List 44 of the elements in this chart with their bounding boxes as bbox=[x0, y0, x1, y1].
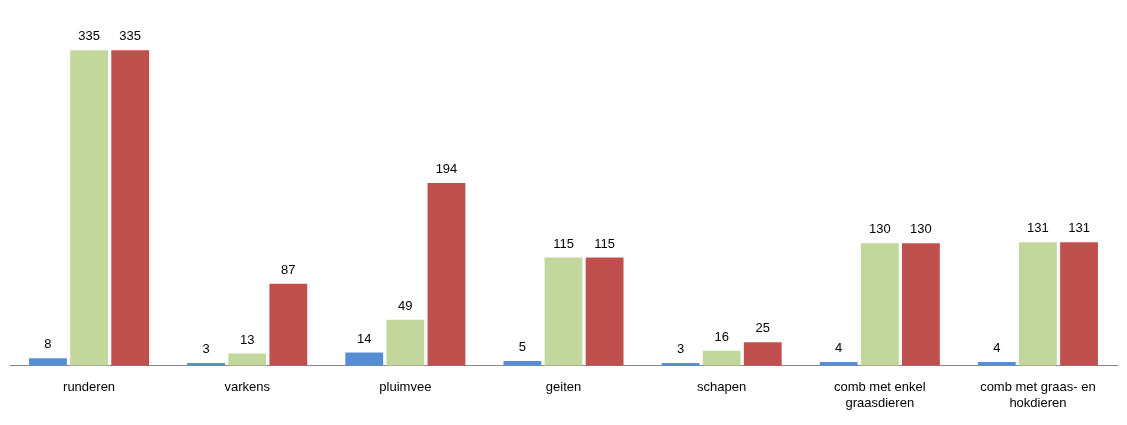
data-label: 16 bbox=[714, 328, 729, 344]
x-tick-label: schapen bbox=[697, 379, 747, 395]
data-label: 4 bbox=[835, 340, 843, 356]
x-tick-label: comb met enkel graasdieren bbox=[833, 379, 926, 410]
data-label: 3 bbox=[202, 341, 210, 357]
bar bbox=[702, 350, 741, 366]
data-label: 194 bbox=[435, 161, 458, 177]
bar bbox=[1060, 242, 1098, 366]
bar bbox=[544, 257, 583, 366]
x-tick-label: runderen bbox=[63, 379, 116, 395]
bar bbox=[228, 353, 267, 366]
bar bbox=[427, 183, 466, 366]
data-label: 131 bbox=[1027, 220, 1049, 236]
data-label: 5 bbox=[518, 339, 526, 355]
bar bbox=[111, 50, 150, 366]
bar bbox=[70, 50, 108, 366]
data-label: 49 bbox=[398, 297, 413, 313]
x-tick-label: varkens bbox=[224, 379, 271, 395]
x-tick-label: pluimvee bbox=[379, 379, 432, 395]
data-label: 115 bbox=[594, 235, 615, 251]
bar bbox=[386, 319, 425, 366]
data-label: 25 bbox=[755, 320, 770, 336]
data-label: 8 bbox=[44, 336, 52, 352]
data-label: 87 bbox=[281, 261, 296, 277]
bar bbox=[345, 352, 384, 366]
data-label: 131 bbox=[1068, 220, 1090, 236]
data-label: 130 bbox=[910, 221, 932, 237]
data-label: 130 bbox=[868, 221, 891, 237]
data-label: 14 bbox=[357, 330, 372, 346]
bar bbox=[860, 243, 899, 366]
data-label: 115 bbox=[553, 235, 574, 251]
data-label: 3 bbox=[676, 341, 685, 357]
bar bbox=[269, 283, 308, 366]
data-label: 13 bbox=[239, 331, 255, 347]
x-tick-label: comb met graas- en hokdieren bbox=[980, 379, 1096, 410]
data-label: 335 bbox=[119, 28, 142, 44]
bar bbox=[743, 342, 782, 366]
bar bbox=[1019, 242, 1057, 366]
data-label: 4 bbox=[993, 340, 1001, 356]
bar bbox=[585, 257, 624, 366]
data-label: 335 bbox=[78, 28, 100, 44]
bar bbox=[901, 243, 940, 366]
bar bbox=[29, 358, 67, 366]
x-tick-label: geiten bbox=[545, 379, 582, 395]
